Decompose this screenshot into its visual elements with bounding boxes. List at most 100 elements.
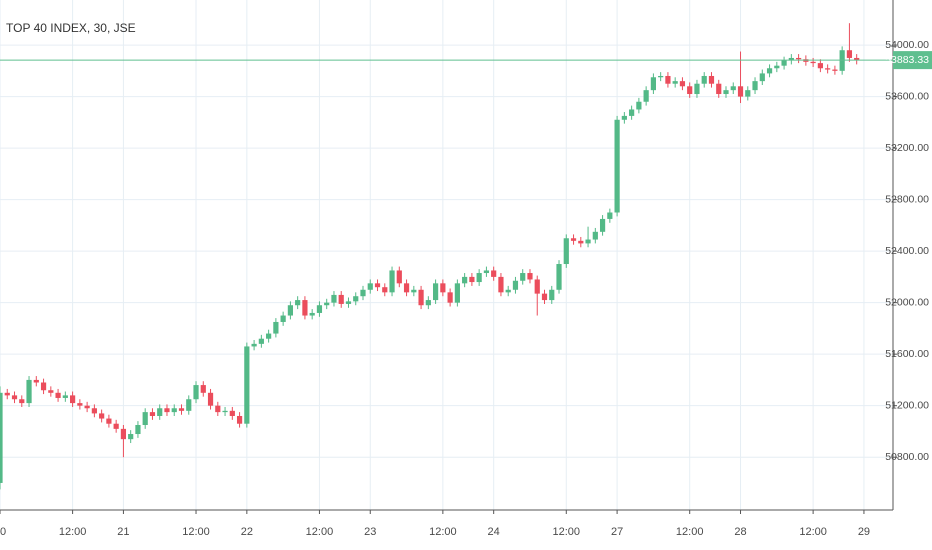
x-tick-label: 12:00	[429, 526, 457, 538]
candle-body	[280, 315, 286, 322]
candle-body	[338, 294, 344, 304]
candle-body	[708, 75, 715, 84]
x-tick-label: 27	[611, 526, 623, 538]
x-tick-label: 28	[734, 526, 746, 538]
candle-body	[324, 302, 330, 306]
candle-body	[389, 270, 395, 293]
candle-body	[570, 238, 577, 241]
x-tick-label: 12:00	[676, 526, 704, 538]
candle-body	[817, 63, 823, 69]
candle-body	[469, 276, 475, 283]
candle-body	[258, 338, 264, 344]
x-tick-label: 12:00	[306, 526, 334, 538]
candle-body	[193, 385, 199, 400]
y-tick-label: 52000.00	[885, 296, 929, 308]
candle-body	[128, 434, 134, 440]
candle-body	[374, 283, 381, 288]
candle-body	[55, 392, 61, 398]
candle-body	[447, 292, 453, 303]
candle-body	[120, 428, 127, 440]
x-tick-label: 21	[117, 526, 129, 538]
y-tick-label: 53200.00	[885, 142, 929, 154]
candle-body	[643, 90, 649, 102]
x-tick-label: 29	[858, 526, 870, 538]
candle-body	[345, 301, 352, 304]
candle-body	[563, 238, 569, 265]
x-tick-label: 22	[241, 526, 253, 538]
x-tick-label: 12:00	[182, 526, 210, 538]
candle-body	[11, 395, 18, 400]
candle-body	[759, 73, 765, 82]
candle-body	[418, 289, 424, 306]
candle-body	[287, 305, 293, 316]
x-tick-label: 23	[364, 526, 376, 538]
candle-body	[599, 218, 606, 232]
candle-body	[40, 382, 47, 391]
candle-body	[70, 395, 76, 404]
candle-body	[512, 280, 519, 290]
candle-body	[672, 81, 678, 84]
candle-body	[607, 212, 613, 219]
candle-body	[48, 390, 54, 393]
candle-body	[774, 65, 780, 69]
candle-body	[157, 408, 163, 416]
candle-body	[679, 81, 686, 87]
candle-body	[854, 57, 860, 61]
candle-body	[113, 423, 119, 429]
candle-body	[440, 283, 446, 293]
candle-body	[171, 408, 177, 413]
last-price-box	[893, 51, 932, 70]
y-tick-label: 53600.00	[885, 90, 929, 102]
candle-body	[752, 81, 758, 91]
candle-body	[433, 283, 439, 301]
candle-body	[650, 77, 656, 91]
y-tick-label: 52800.00	[885, 193, 929, 205]
candle-body	[222, 410, 228, 413]
candle-body	[229, 410, 235, 416]
candle-body	[585, 239, 591, 244]
candle-body	[62, 395, 68, 398]
candle-body	[454, 283, 460, 303]
candle-body	[665, 75, 671, 84]
y-tick-label: 54000.00	[885, 39, 929, 51]
candle-body	[462, 276, 468, 284]
candle-body	[273, 321, 279, 334]
candle-body	[810, 61, 816, 64]
candle-body	[244, 346, 250, 424]
candle-body	[425, 300, 431, 306]
last-price-label: 53883.33	[885, 54, 929, 66]
candle-body	[483, 270, 490, 274]
candle-body	[142, 412, 148, 425]
candle-body	[33, 379, 39, 383]
y-tick-label: 50800.00	[885, 451, 929, 463]
candle-body	[251, 343, 257, 347]
candle-body	[745, 90, 751, 97]
candle-body	[737, 86, 744, 97]
candle-body	[687, 86, 693, 95]
candle-body	[549, 289, 555, 301]
candle-body	[91, 408, 97, 414]
candle-body	[26, 379, 32, 404]
candle-body	[621, 115, 627, 120]
candle-body	[788, 57, 794, 61]
candle-body	[295, 300, 301, 306]
candle-body	[84, 405, 90, 409]
candle-body	[215, 405, 221, 413]
candle-body	[701, 75, 707, 84]
candle-body	[4, 392, 10, 396]
candle-body	[520, 273, 526, 281]
y-tick-label: 52400.00	[885, 245, 929, 257]
candle-body	[403, 283, 410, 293]
candle-body	[178, 408, 185, 411]
candle-body	[331, 294, 337, 303]
candle-body	[382, 287, 388, 293]
candle-body	[149, 412, 156, 416]
candle-body	[367, 283, 373, 290]
candle-body	[353, 296, 359, 302]
candle-body	[541, 293, 548, 301]
candle-body	[825, 68, 831, 70]
candle-body	[186, 399, 192, 411]
candle-body	[629, 109, 635, 116]
candle-body	[266, 333, 272, 339]
